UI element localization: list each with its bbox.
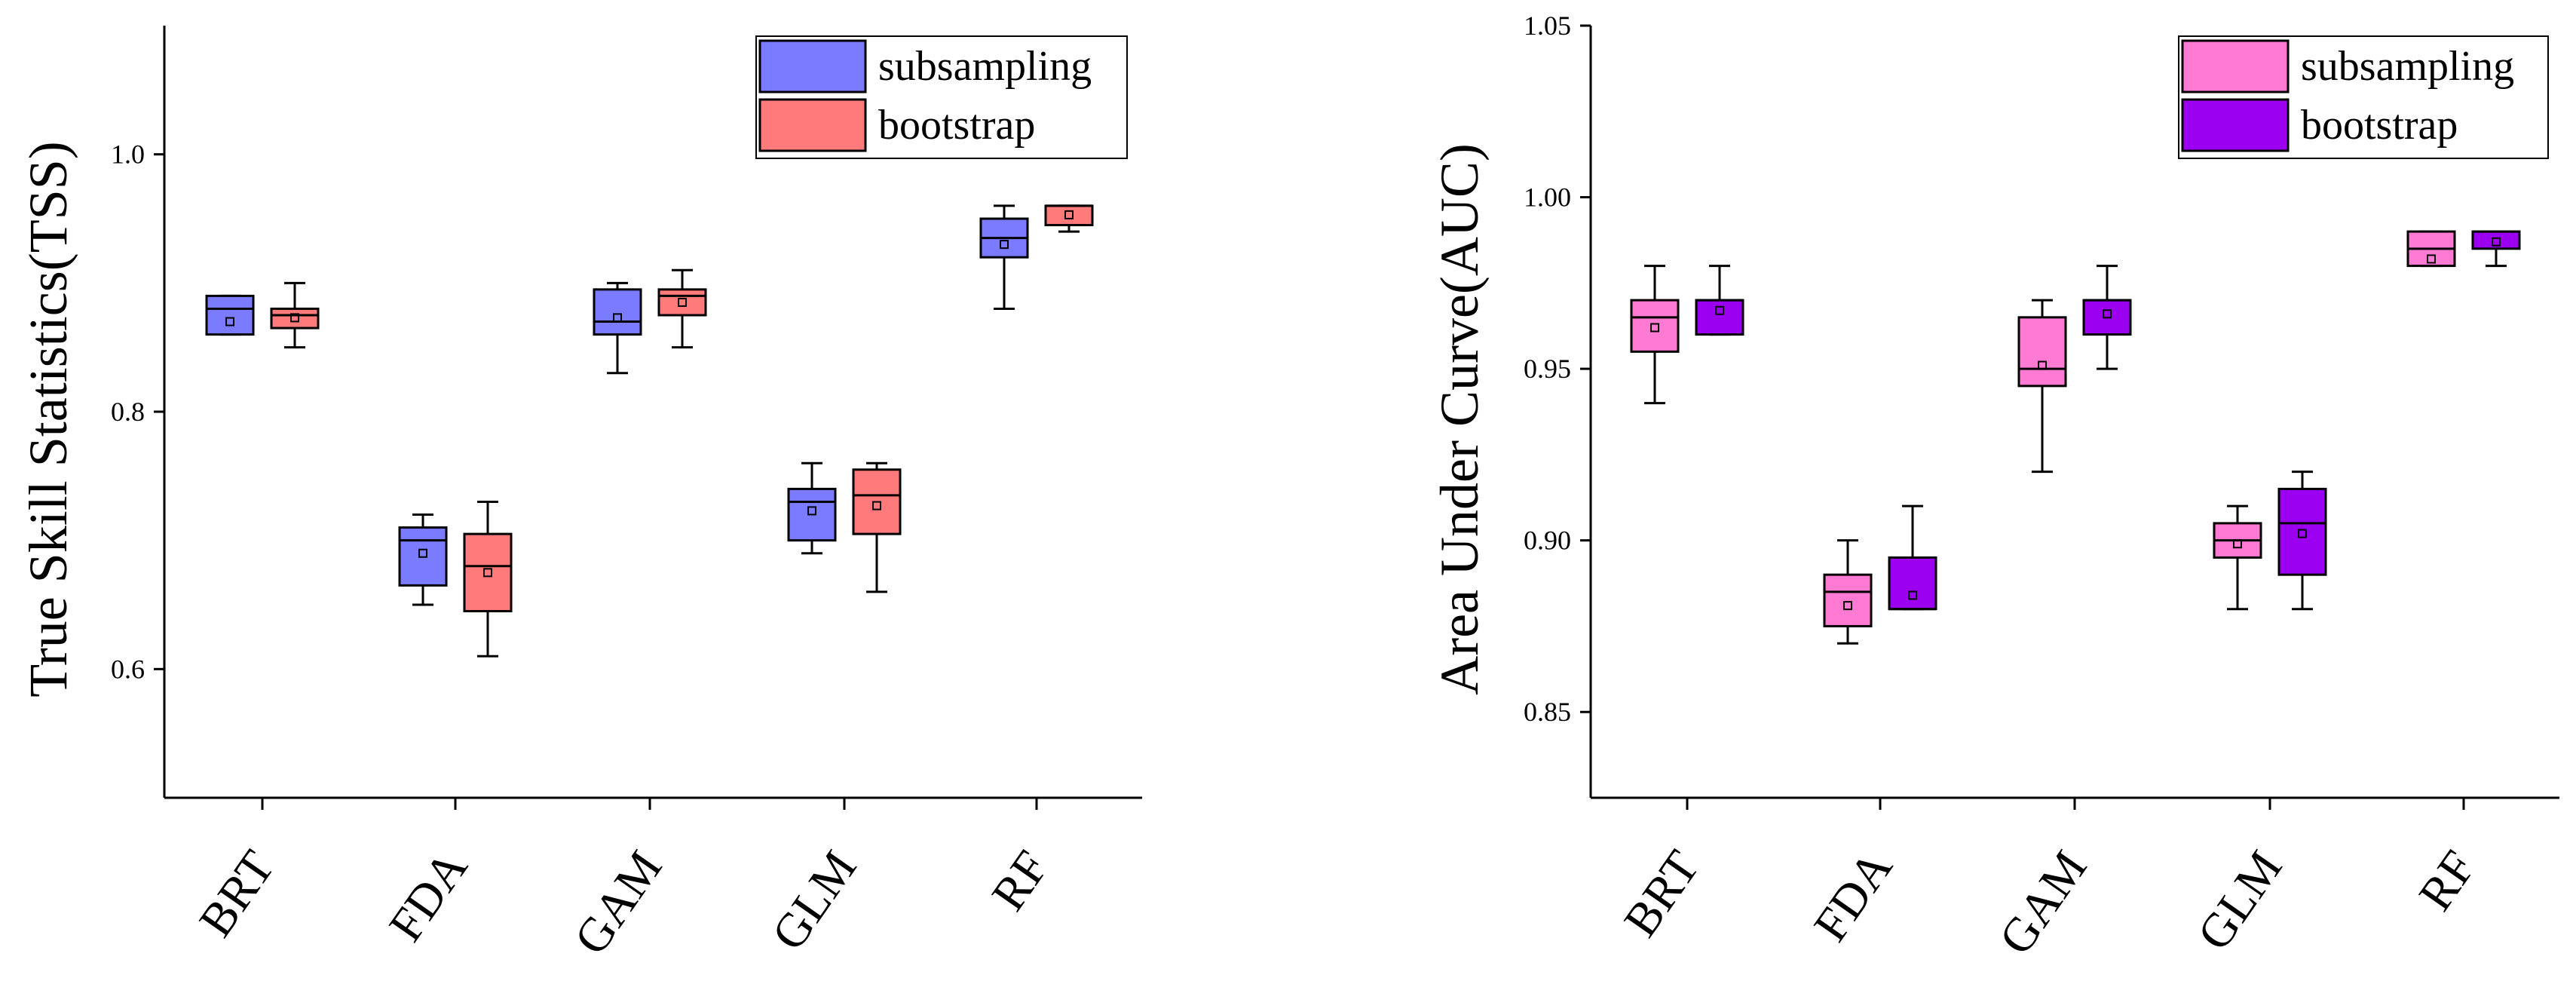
mean-marker (678, 297, 687, 307)
iqr-box (593, 288, 642, 336)
x-category-label: FDA (378, 841, 478, 951)
iqr-box (657, 288, 707, 317)
legend-label: subsampling (878, 43, 1092, 90)
x-category-label: GLM (2187, 841, 2293, 959)
x-category-label: RF (2408, 841, 2486, 920)
box-subsampling-GLM (787, 461, 837, 555)
mean-marker (807, 506, 816, 516)
y-axis-title: True Skill Statistics(TSS) (18, 141, 78, 697)
box-subsampling-RF (2406, 230, 2456, 268)
mean-marker (2233, 539, 2242, 549)
box-bootstrap-GLM (852, 461, 902, 593)
box-subsampling-RF (979, 204, 1029, 310)
mean-marker (613, 313, 622, 323)
tss-panel: 0.6 0.8 1.0 True Skill Statistics(TSS) BRT FD… (18, 26, 1142, 964)
box-subsampling-BRT (1630, 265, 1680, 405)
iqr-box (1888, 556, 1937, 611)
box-bootstrap-FDA (1888, 504, 1937, 611)
iqr-box (2017, 316, 2067, 388)
y-tick-label: 1.0 (111, 139, 145, 170)
x-category-label: GAM (1989, 841, 2097, 964)
box-bootstrap-RF (1044, 204, 1094, 233)
box-bootstrap-RF (2471, 230, 2521, 268)
legend-swatch (758, 39, 867, 94)
legend-label: subsampling (2301, 43, 2514, 90)
mean-marker (872, 501, 881, 510)
mean-marker (290, 313, 299, 323)
y-tick-label: 0.85 (1524, 697, 1571, 727)
legend: subsampling bootstrap (755, 35, 1128, 159)
mean-marker (2103, 309, 2112, 319)
y-tick-label: 0.6 (111, 654, 145, 684)
box-subsampling-GLM (2213, 504, 2262, 611)
x-category-label: BRT (1613, 841, 1709, 946)
legend-label: bootstrap (2301, 102, 2458, 149)
y-tick-label: 0.95 (1524, 354, 1571, 384)
legend-label: bootstrap (878, 102, 1035, 149)
box-subsampling-GAM (593, 281, 642, 375)
mean-marker (2492, 237, 2501, 247)
box-bootstrap-GAM (2082, 265, 2132, 370)
y-axis-title: Area Under Curve(AUC) (1429, 143, 1490, 695)
box-subsampling-FDA (1823, 539, 1873, 645)
box-bootstrap-BRT (1695, 265, 1744, 336)
mean-marker (1843, 601, 1852, 611)
iqr-box (205, 294, 255, 336)
box-bootstrap-BRT (270, 281, 320, 349)
y-tick-label: 1.00 (1524, 182, 1571, 213)
x-category-label: GLM (761, 841, 867, 959)
box-bootstrap-FDA (463, 500, 513, 658)
iqr-box (270, 307, 320, 330)
mean-marker (1064, 210, 1074, 219)
x-category-label: RF (981, 841, 1058, 920)
mean-marker (1715, 305, 1724, 315)
legend: subsampling bootstrap (2178, 35, 2549, 159)
y-tick-label: 0.90 (1524, 526, 1571, 556)
mean-marker (1908, 590, 1917, 600)
mean-marker (225, 317, 234, 326)
iqr-box (1044, 204, 1094, 227)
legend-swatch (758, 98, 867, 152)
mean-marker (418, 548, 427, 558)
legend-swatch (2181, 98, 2290, 152)
auc-panel: 0.85 0.90 0.95 1.00 1.05 Area Under Curve(AUC… (1429, 11, 2559, 964)
box-subsampling-GAM (2017, 299, 2067, 474)
iqr-box (1695, 299, 1744, 336)
box-bootstrap-GLM (2277, 471, 2327, 611)
iqr-box (1630, 299, 1680, 353)
mean-marker (2038, 360, 2047, 370)
box-subsampling-BRT (205, 294, 255, 336)
iqr-box (463, 532, 513, 613)
mean-marker (483, 568, 492, 578)
box-subsampling-FDA (398, 513, 448, 606)
iqr-box (1823, 573, 1873, 627)
x-category-label: GAM (564, 841, 672, 964)
mean-marker (1000, 240, 1009, 250)
legend-swatch (2181, 39, 2290, 94)
y-tick-label: 1.05 (1524, 11, 1571, 41)
mean-marker (1650, 323, 1659, 333)
mean-marker (2427, 254, 2436, 264)
y-tick-label: 0.8 (111, 397, 145, 427)
x-category-label: BRT (188, 841, 284, 946)
mean-marker (2298, 529, 2307, 538)
box-bootstrap-GAM (657, 268, 707, 349)
x-category-label: FDA (1803, 841, 1903, 951)
iqr-box (2277, 487, 2327, 576)
